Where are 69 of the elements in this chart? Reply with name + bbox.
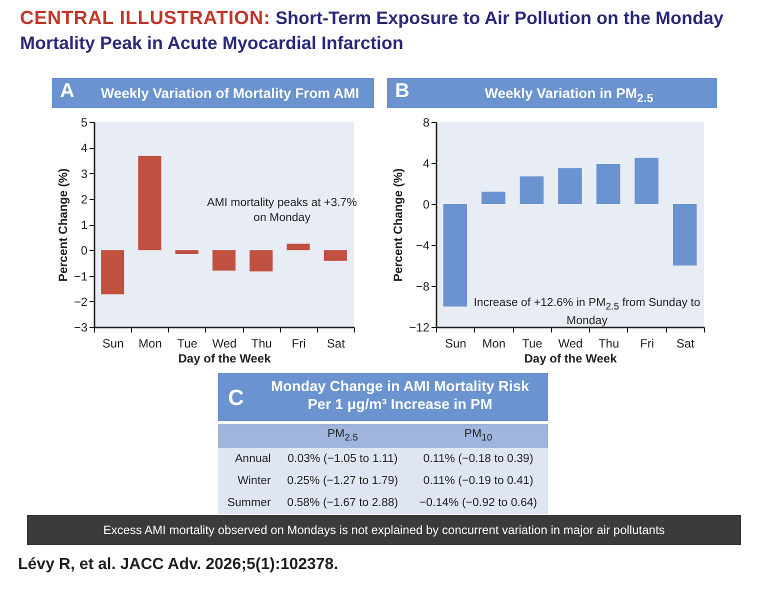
bar [250,250,273,272]
x-tick-label: Thu [251,336,272,350]
text: C [228,385,244,411]
y-tick-label: −3 [74,320,88,334]
bar [520,176,544,204]
y-tick-label: 0 [80,244,88,258]
text: 0.11% (−0.18 to 0.39) [423,453,534,465]
bar [443,204,468,306]
y-tick-label: −8 [416,280,430,294]
text: CENTRAL ILLUSTRATION: [20,8,270,29]
text: B [395,80,410,103]
x-tick-label: Tue [522,336,543,350]
annotation: AMI mortality peaks at +3.7% on Monday [206,196,358,226]
y-tick-label: −2 [74,294,88,309]
x-tick-label: Wed [558,336,583,350]
bar [101,250,124,294]
text: 0.03% (−1.05 to 1.11) [288,453,398,465]
x-tick-label: Sat [676,336,696,350]
x-tick-label: Fri [640,336,654,350]
chart-title: Weekly Variation in PM$_{2.5}$ [484,85,654,105]
x-axis-title: Day of the Week [178,352,272,366]
category-label: Annual [235,453,271,465]
x-tick-label: Mon [482,336,506,350]
text: Excess AMI mortality observed on Mondays is not explained by concurrent variation in major air pollutants [27,515,741,545]
bar [482,192,506,204]
text: Lévy R, et al. JACC Adv. 2026;5(1):102378. [18,556,338,574]
text: 0.58% (−1.67 to 2.88) [287,497,398,509]
y-tick-label: −4 [416,238,430,252]
category-label: Summer [227,497,271,509]
x-tick-label: Sat [326,336,346,350]
text: Monday Change in AMI Mortality Risk Per 1 μg/m³ Increase in PM [270,378,530,414]
bar [596,164,620,204]
bar [212,250,236,271]
bar [286,244,310,250]
x-axis-title: Day of the Week [524,352,618,366]
y-tick-label: 0 [422,198,430,212]
category-label: PM$_{2.5}$ [276,424,408,448]
bar [138,156,162,250]
text: −0.14% (−0.92 to 0.64) [419,497,538,509]
x-tick-label: Sun [102,336,124,350]
category-label: PM$_{10}$ [408,424,548,448]
x-tick-label: Fri [292,336,306,350]
x-tick-label: Wed [212,336,237,350]
bar [324,250,347,261]
y-tick-label: 1 [80,218,88,232]
y-tick-label: 3 [80,166,88,181]
y-axis-title: Percent Change (%) [391,168,406,282]
y-tick-label: 4 [422,156,430,170]
x-tick-label: Thu [598,336,620,350]
y-tick-label: −12 [409,320,430,334]
y-axis-title: Percent Change (%) [56,168,70,282]
bar [634,158,658,204]
y-tick-label: 4 [80,141,88,156]
bar [175,250,198,254]
text: A [60,80,74,103]
y-tick-label: 5 [80,116,88,130]
x-tick-label: Tue [177,336,198,350]
bar [672,204,697,266]
y-tick-label: 8 [422,116,430,130]
bar [558,168,582,204]
x-tick-label: Mon [138,336,162,350]
text: Increase of +12.6% in PM$_{2.5}$ from Sunday to Monday [474,297,700,328]
y-tick-label: −1 [74,269,88,284]
y-tick-label: 2 [80,192,88,206]
x-tick-label: Sun [444,336,466,350]
category-label: Winter [238,475,271,487]
chart-title: Weekly Variation of Mortality From AMI [100,85,360,101]
text: 0.11% (−0.19 to 0.41) [423,475,534,487]
text: 0.25% (−1.27 to 1.79) [287,475,398,487]
